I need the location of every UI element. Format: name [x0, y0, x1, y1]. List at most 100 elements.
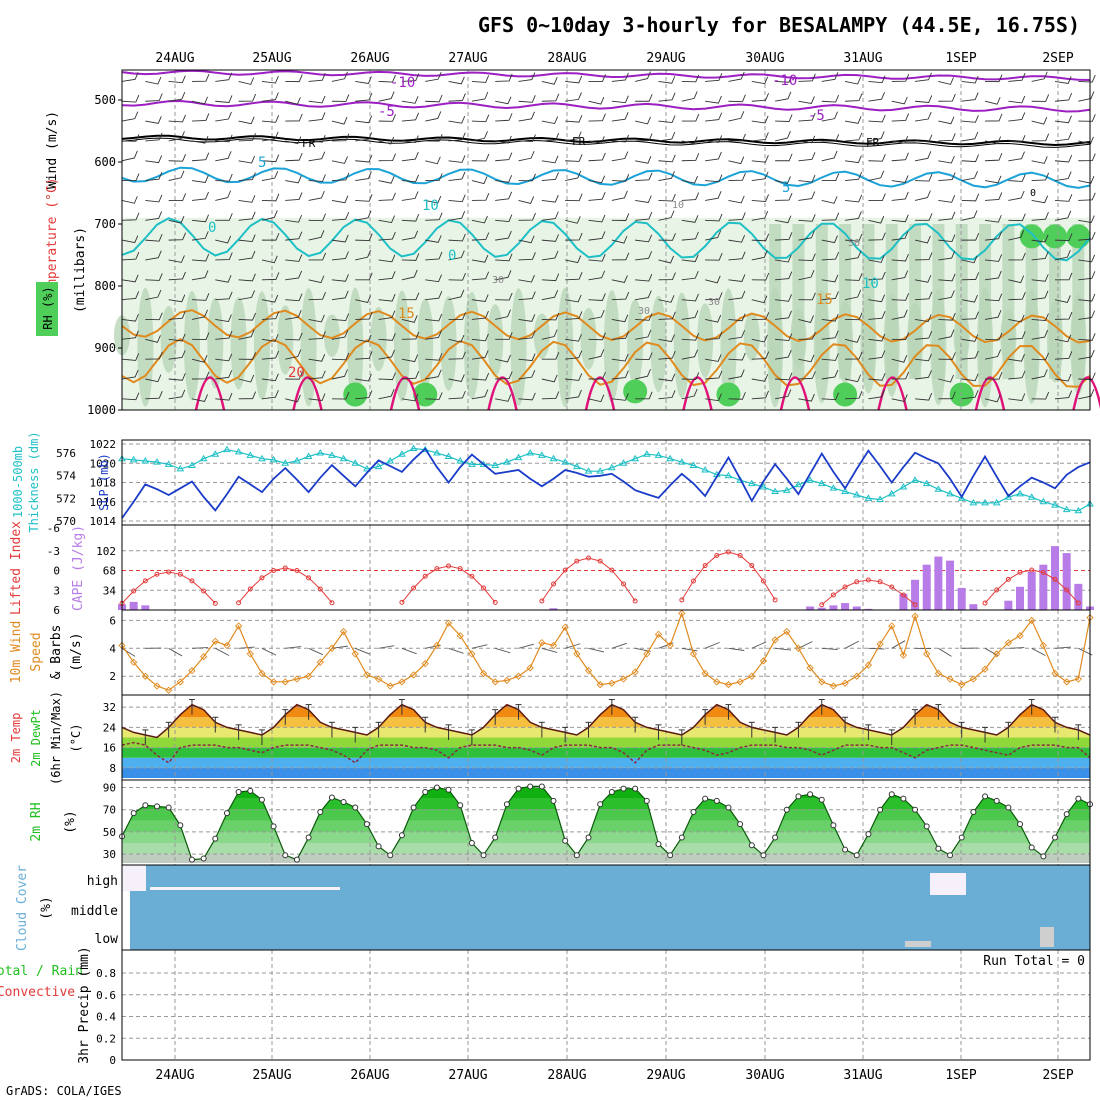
thickness-point — [561, 458, 570, 465]
wind-barb — [588, 332, 606, 341]
thickness-point — [689, 461, 698, 469]
wind-barb — [821, 330, 839, 340]
wind-barb — [891, 175, 909, 183]
cape-bar — [934, 556, 943, 610]
wind-barb — [728, 234, 746, 243]
wind-barb — [798, 135, 816, 144]
wind-barb — [168, 255, 185, 263]
wind-barb — [261, 272, 280, 281]
thickness-point — [141, 457, 150, 464]
wind-barb — [215, 95, 233, 103]
wind-barb — [891, 309, 908, 320]
wind-barb — [891, 231, 909, 241]
wind-barb — [285, 192, 303, 201]
rh-point — [130, 810, 137, 817]
wind-barb — [588, 136, 605, 144]
wind-barb — [1008, 72, 1026, 82]
wind-barb — [1054, 92, 1073, 102]
wind-barb-10m — [844, 640, 860, 649]
wind-speed-point — [176, 678, 184, 686]
wind-barb — [751, 334, 768, 343]
wind-barb — [635, 116, 651, 125]
wind-barb — [705, 393, 722, 402]
li-point — [329, 600, 335, 606]
temp-contour-minus10 — [121, 69, 1091, 81]
wind-barb — [238, 77, 255, 85]
thickness-point — [981, 498, 989, 506]
wind-barb — [471, 153, 490, 162]
wind-barb — [635, 313, 653, 321]
wind-barb — [588, 231, 606, 241]
ylabel-thickness: 1000-500mb — [11, 446, 25, 518]
wind-barb — [938, 250, 956, 261]
wind-barb — [984, 97, 1001, 105]
thickness-point — [677, 458, 686, 465]
wind-barb — [308, 134, 326, 143]
wind-barb — [355, 249, 372, 261]
wind-barb — [285, 113, 303, 122]
wind-barb — [1054, 295, 1071, 303]
wind-barb — [495, 191, 513, 201]
thickness-point — [526, 449, 535, 456]
wind-speed-point — [643, 650, 651, 658]
ylabel-wind10m: 10m Wind — [9, 621, 24, 684]
pressure-tick-label: 500 — [94, 93, 116, 107]
rh-point — [643, 797, 650, 804]
li-point — [865, 577, 871, 583]
wind-barb — [215, 370, 233, 380]
wind-barb — [331, 369, 348, 380]
rh-blob — [979, 224, 992, 379]
wind-barb — [541, 116, 559, 125]
wind-speed-point — [538, 639, 546, 647]
wind-barb — [775, 372, 793, 381]
temp-contour-25 — [194, 376, 226, 411]
wind-barb — [844, 335, 861, 343]
rh-point — [1063, 811, 1070, 818]
wind-barb — [355, 351, 373, 360]
wind-barb — [471, 193, 490, 201]
wind-barb — [285, 214, 303, 223]
contour-label: 15 — [398, 306, 415, 322]
wind-speed-point — [911, 612, 919, 620]
wind-speed-point — [386, 682, 394, 690]
rh-blob — [393, 290, 410, 402]
wind-barb — [1054, 194, 1073, 202]
thickness-point — [572, 462, 581, 470]
wind-speed-point — [1004, 639, 1012, 647]
rh-point — [422, 788, 429, 795]
wind-barb — [425, 313, 443, 322]
bottom-date-label: 29AUG — [646, 1068, 685, 1083]
wind-barb — [541, 234, 559, 242]
rh-point — [585, 834, 592, 841]
pressure-tick-label: 900 — [94, 341, 116, 355]
thickness-point — [782, 486, 791, 493]
wind-barb — [215, 392, 233, 401]
rh-point — [1052, 834, 1059, 841]
cape-bar — [141, 605, 150, 610]
wind-barb — [565, 271, 583, 281]
wind-barb — [705, 135, 723, 143]
temp-contour-25 — [779, 376, 811, 411]
wind-barb — [1008, 275, 1025, 284]
rh-point — [667, 852, 674, 859]
wind-barb — [961, 334, 979, 342]
wind-barb — [518, 95, 536, 103]
rh-band — [122, 831, 1090, 844]
rh-point — [468, 840, 475, 847]
wind-barb — [1078, 254, 1096, 263]
ylabel-slp: SLP (mb) — [97, 453, 111, 511]
bottom-date-label: 28AUG — [547, 1068, 586, 1083]
thickness-point — [491, 461, 500, 469]
thickness-point — [1004, 493, 1013, 500]
wind-barb — [588, 394, 605, 403]
li-point — [620, 581, 626, 587]
wind-barb — [845, 391, 863, 400]
rh-point — [1017, 821, 1024, 828]
wind-barb — [565, 232, 583, 241]
wind-barb — [355, 233, 373, 241]
wind-barb — [611, 95, 629, 104]
wind-barb-10m — [938, 647, 952, 657]
wind-barb — [868, 131, 885, 142]
wind-barb — [705, 370, 723, 380]
li-point — [271, 568, 277, 574]
